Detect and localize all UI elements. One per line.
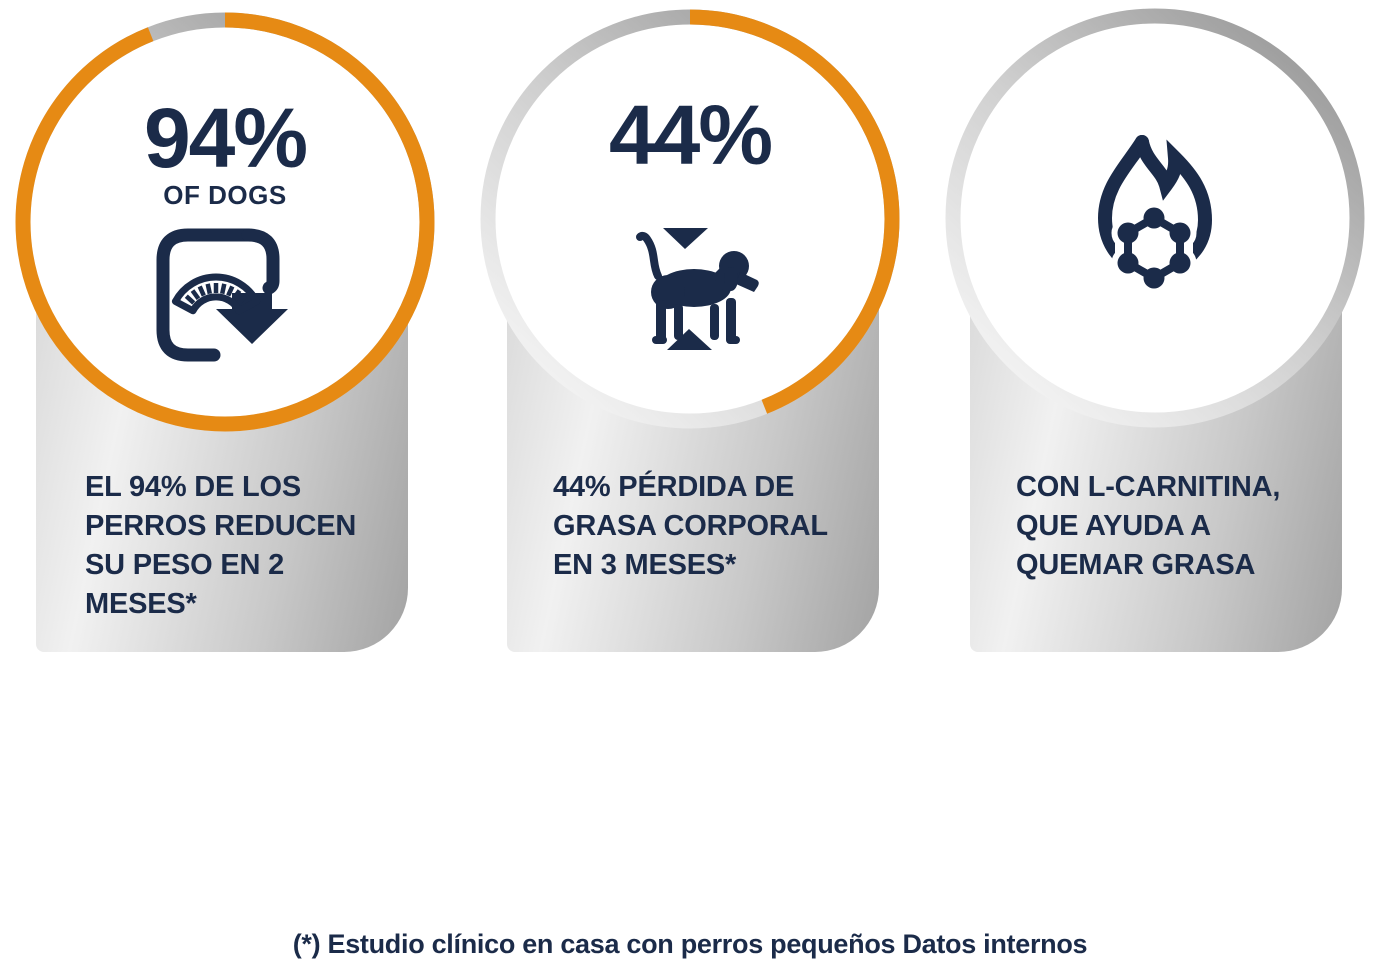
card-description-weight-reduction: EL 94% DE LOS PERROS REDUCEN SU PESO EN … (85, 468, 356, 624)
description-line: MESES* (85, 588, 197, 620)
ring-progress (480, 9, 900, 429)
card-description-l-carnitine: CON L-CARNITINA, QUE AYUDA A QUEMAR GRAS… (1016, 468, 1280, 585)
description-line: EL 94% DE LOS (85, 471, 302, 503)
stat-value: 94% (143, 91, 308, 185)
description-line: EN 3 MESES* (553, 549, 737, 581)
dog-body-condition-icon (636, 228, 759, 350)
description-line: 44% PÉRDIDA DE (553, 471, 795, 503)
progress-ring (15, 12, 435, 432)
flame-molecule-icon (1097, 135, 1213, 295)
description-line: PERROS REDUCEN (85, 510, 357, 542)
description-line: SU PESO EN 2 (85, 549, 285, 581)
progress-circle-body-fat-loss: 44% (480, 9, 900, 429)
description-line: QUEMAR GRASA (1016, 549, 1256, 581)
weight-scale-down-icon (156, 228, 288, 362)
description-line: GRASA CORPORAL (553, 510, 828, 542)
progress-circle-l-carnitine (945, 8, 1365, 428)
stat-sublabel: OF DOGS (163, 180, 287, 210)
progress-circle-weight-reduction: 94% OF DOGS (15, 12, 435, 432)
description-line: CON L-CARNITINA, (1016, 471, 1281, 503)
footnote: (*) Estudio clínico en casa con perros p… (292, 929, 1088, 959)
progress-ring (480, 9, 900, 429)
description-line: QUE AYUDA A (1016, 510, 1211, 542)
card-description-body-fat-loss: 44% PÉRDIDA DE GRASA CORPORAL EN 3 MESES… (553, 468, 828, 585)
stat-value: 44% (608, 88, 773, 182)
ring-progress (15, 12, 435, 432)
